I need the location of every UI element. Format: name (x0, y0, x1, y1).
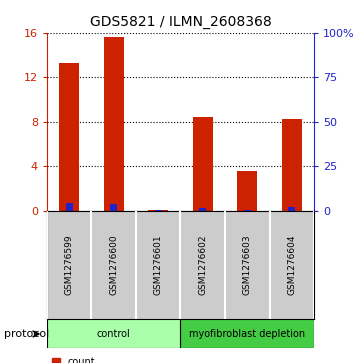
Bar (59, 63, 79, 211)
Bar (66, 203, 73, 211)
Bar (104, 37, 124, 211)
Bar (180, 319, 314, 348)
Text: GSM1276603: GSM1276603 (243, 234, 252, 295)
Text: myofibroblast depletion: myofibroblast depletion (189, 329, 305, 339)
Bar (148, 210, 168, 211)
Text: GSM1276599: GSM1276599 (65, 234, 74, 295)
Title: GDS5821 / ILMN_2608368: GDS5821 / ILMN_2608368 (90, 15, 271, 29)
Bar (282, 119, 302, 211)
Bar (199, 208, 206, 211)
Bar (193, 117, 213, 211)
Text: GSM1276601: GSM1276601 (154, 234, 163, 295)
Bar (47, 319, 180, 348)
Bar (244, 210, 251, 211)
Text: protocol: protocol (4, 329, 49, 339)
Bar (288, 207, 295, 211)
Text: GSM1276600: GSM1276600 (109, 234, 118, 295)
Text: GSM1276604: GSM1276604 (287, 235, 296, 295)
Bar (110, 204, 117, 211)
Legend: count, percentile rank within the sample: count, percentile rank within the sample (52, 357, 232, 363)
Text: GSM1276602: GSM1276602 (198, 235, 207, 295)
Text: control: control (97, 329, 131, 339)
Bar (237, 171, 257, 211)
